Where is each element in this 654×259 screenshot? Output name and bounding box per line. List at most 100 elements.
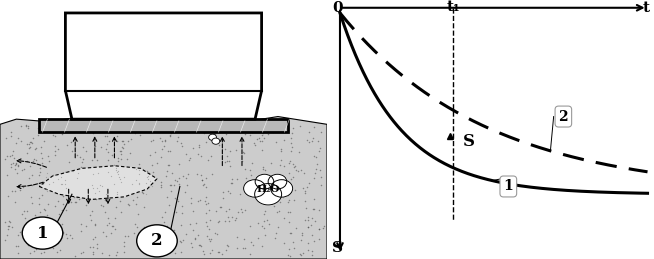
Text: S: S xyxy=(332,241,343,255)
Point xyxy=(271,231,281,235)
Point xyxy=(18,209,29,213)
Point xyxy=(139,243,150,247)
Point xyxy=(289,198,300,203)
Point xyxy=(102,134,112,139)
Point xyxy=(201,211,211,215)
Point xyxy=(279,164,290,168)
Point xyxy=(274,208,284,213)
Point xyxy=(315,175,326,179)
Point xyxy=(190,236,200,240)
Point xyxy=(41,189,52,193)
Point xyxy=(159,144,169,148)
Point xyxy=(226,181,237,185)
Point xyxy=(277,186,288,190)
Point xyxy=(113,179,124,184)
Point xyxy=(132,195,143,199)
Point xyxy=(0,238,10,242)
Point xyxy=(43,231,53,235)
Point xyxy=(245,224,256,228)
Point xyxy=(300,191,310,195)
Point xyxy=(18,185,28,189)
Point xyxy=(275,200,286,204)
Point xyxy=(170,196,181,200)
Point xyxy=(220,160,230,164)
Point xyxy=(134,172,145,176)
Point xyxy=(221,132,232,136)
Point xyxy=(298,186,309,190)
Point xyxy=(22,209,33,213)
Point xyxy=(192,199,203,203)
Point xyxy=(231,123,241,127)
Point xyxy=(182,183,192,188)
Point xyxy=(315,130,326,134)
Point xyxy=(135,133,145,137)
Point xyxy=(309,197,319,202)
Point xyxy=(303,181,314,185)
Text: H₂O: H₂O xyxy=(256,185,280,193)
Point xyxy=(109,182,119,186)
Point xyxy=(61,184,71,188)
Point xyxy=(290,226,301,230)
Circle shape xyxy=(209,134,216,140)
Point xyxy=(202,202,213,206)
Point xyxy=(26,183,37,187)
Point xyxy=(118,184,129,188)
Point xyxy=(156,155,166,159)
Point xyxy=(223,206,233,211)
Point xyxy=(35,170,46,174)
Point xyxy=(309,207,319,211)
Point xyxy=(304,130,315,134)
Point xyxy=(71,176,82,180)
Point xyxy=(256,193,266,197)
Point xyxy=(271,175,282,179)
Point xyxy=(302,240,313,244)
Point xyxy=(29,213,40,217)
Point xyxy=(156,185,166,189)
Point xyxy=(160,210,170,214)
Point xyxy=(278,195,288,199)
Point xyxy=(75,186,86,190)
Point xyxy=(8,161,18,165)
Point xyxy=(266,181,276,185)
Point xyxy=(52,199,63,203)
Point xyxy=(50,173,60,177)
Point xyxy=(295,124,305,128)
Point xyxy=(249,141,260,145)
Point xyxy=(287,126,298,131)
Point xyxy=(61,207,71,212)
Circle shape xyxy=(271,180,292,197)
Point xyxy=(235,192,245,196)
Point xyxy=(122,139,133,143)
Point xyxy=(173,199,183,203)
Point xyxy=(275,176,286,180)
Point xyxy=(67,236,78,240)
Point xyxy=(168,241,179,245)
Point xyxy=(310,219,320,223)
Point xyxy=(116,210,127,214)
Point xyxy=(58,172,68,176)
Point xyxy=(139,205,150,209)
Point xyxy=(313,139,323,143)
Point xyxy=(81,224,92,228)
Point xyxy=(99,178,109,182)
Point xyxy=(76,222,86,226)
Point xyxy=(257,148,267,153)
Point xyxy=(268,130,279,134)
Point xyxy=(58,195,69,199)
Point xyxy=(35,239,46,243)
Point xyxy=(206,237,216,241)
Point xyxy=(213,249,224,254)
Point xyxy=(92,246,102,250)
Point xyxy=(223,215,233,219)
Point xyxy=(100,198,111,202)
Point xyxy=(25,251,35,255)
Point xyxy=(171,210,181,214)
Point xyxy=(196,154,207,158)
Point xyxy=(240,132,250,136)
Point xyxy=(163,149,173,153)
Point xyxy=(112,172,123,176)
Point xyxy=(290,188,300,192)
Point xyxy=(111,253,121,257)
Point xyxy=(238,246,249,250)
Point xyxy=(309,171,320,175)
